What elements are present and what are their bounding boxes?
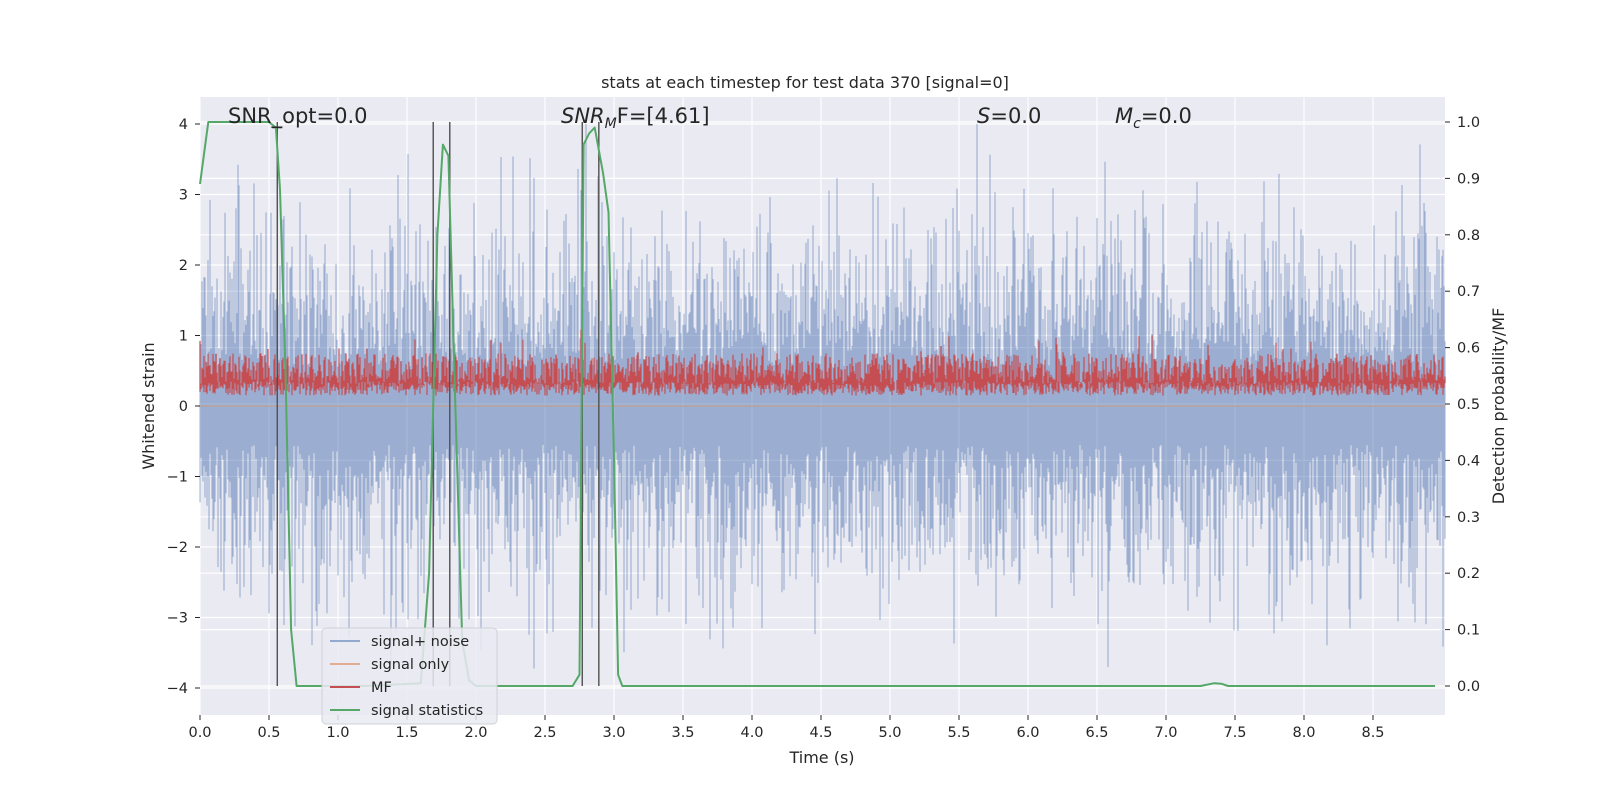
mf-series [199, 329, 1446, 396]
y-right-tick-label: 0.5 [1457, 397, 1480, 413]
y-tick-label: −3 [167, 611, 188, 627]
x-tick-label: 0.5 [257, 725, 280, 741]
x-tick-label: 6.0 [1016, 725, 1039, 741]
y-axis-ticks: −4 −3 −2 −1 0 1 2 3 4 [167, 117, 200, 697]
x-tick-label: 6.5 [1085, 725, 1108, 741]
x-tick-label: 4.5 [809, 725, 832, 741]
x-axis-ticks: 0.0 0.5 1.0 1.5 2.0 2.5 3.0 3.5 4.0 4.5 5.0 5.5 6.0 6… [188, 715, 1385, 741]
x-tick-label: 5.0 [878, 725, 901, 741]
annotation-s: S=0.0 [977, 104, 1041, 128]
legend-label-signal-statistics: signal statistics [371, 703, 483, 719]
y-tick-label: 4 [179, 117, 188, 133]
y-right-tick-label: 0.7 [1457, 284, 1480, 300]
y-right-tick-label: 1.0 [1457, 115, 1480, 131]
x-tick-label: 1.0 [326, 725, 349, 741]
y-tick-label: 1 [179, 329, 188, 345]
x-tick-label: 8.0 [1292, 725, 1315, 741]
legend-label-signal-only: signal only [371, 657, 450, 673]
x-tick-label: 8.5 [1361, 725, 1384, 741]
annotation-snr-mf: SNRMF=[4.61] [561, 104, 710, 132]
annotation-snr-opt: SNR_opt=0.0 [228, 104, 368, 129]
y-right-tick-label: 0.9 [1457, 171, 1480, 187]
signal-statistics-series [199, 121, 1436, 687]
y-right-axis-ticks: 0.0 0.1 0.2 0.3 0.4 0.5 0.6 0.7 0.8 0.9 1.0 [1445, 115, 1480, 695]
y-tick-label: −1 [167, 470, 188, 486]
y-tick-label: 2 [179, 258, 188, 274]
x-tick-label: 1.5 [395, 725, 418, 741]
x-tick-label: 2.5 [533, 725, 556, 741]
legend: signal+ noise signal only MF signal stat… [321, 627, 498, 725]
chart-title: stats at each timestep for test data 370… [601, 73, 1009, 92]
y-tick-label: 3 [179, 188, 188, 204]
x-tick-label: 4.0 [740, 725, 763, 741]
y-right-tick-label: 0.3 [1457, 510, 1480, 526]
y-right-tick-label: 0.2 [1457, 566, 1480, 582]
x-tick-label: 7.5 [1223, 725, 1246, 741]
mf-trace [199, 329, 1446, 396]
y-right-axis-label: Detection probability/MF [1489, 308, 1508, 505]
y-right-tick-label: 0.4 [1457, 453, 1480, 469]
x-tick-label: 7.0 [1154, 725, 1177, 741]
y-right-tick-label: 0.1 [1457, 623, 1480, 639]
legend-label-signal-noise: signal+ noise [371, 634, 469, 650]
x-tick-label: 3.5 [671, 725, 694, 741]
y-tick-label: 0 [179, 399, 188, 415]
y-tick-label: −2 [167, 540, 188, 556]
x-axis-label: Time (s) [788, 748, 854, 767]
signal-statistics-trace [199, 121, 1436, 687]
legend-box [321, 627, 498, 725]
annotation-mc: Mc=0.0 [1115, 104, 1192, 132]
y-right-tick-label: 0.0 [1457, 679, 1480, 695]
x-tick-label: 0.0 [188, 725, 211, 741]
y-axis-label: Whitened strain [139, 342, 158, 469]
y-tick-label: −4 [167, 681, 188, 697]
x-tick-label: 3.0 [602, 725, 625, 741]
y-right-tick-label: 0.6 [1457, 341, 1480, 357]
x-tick-label: 5.5 [947, 725, 970, 741]
legend-label-mf: MF [371, 680, 392, 696]
y-right-tick-label: 0.8 [1457, 228, 1480, 244]
x-tick-label: 2.0 [464, 725, 487, 741]
